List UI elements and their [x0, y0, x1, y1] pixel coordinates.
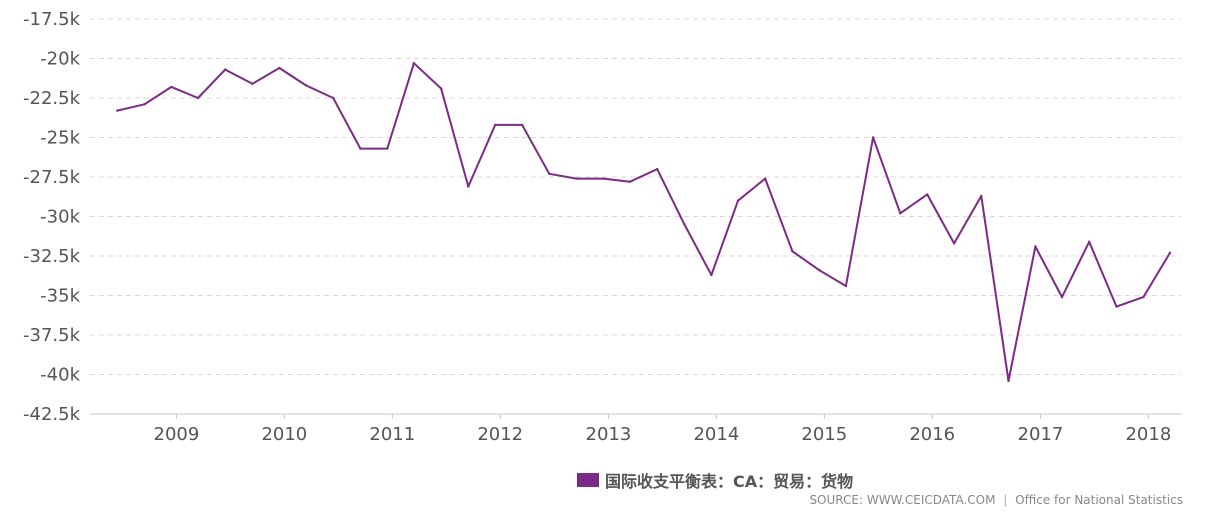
data-point — [818, 269, 821, 272]
source-organization: Office for National Statistics — [1015, 493, 1183, 507]
data-point — [683, 223, 686, 226]
data-point — [494, 123, 497, 127]
data-point — [656, 167, 659, 171]
data-point — [1142, 295, 1145, 299]
grid-lines — [90, 18, 1181, 415]
x-tick-label: 2011 — [369, 424, 415, 445]
data-point — [575, 177, 578, 180]
y-tick-label: -32.5k — [23, 246, 81, 267]
series-line — [117, 62, 1171, 382]
data-point — [1168, 251, 1172, 254]
data-point — [1034, 245, 1037, 248]
data-point — [116, 109, 119, 112]
data-point — [548, 172, 551, 175]
data-point — [952, 242, 956, 245]
x-tick-label: 2013 — [586, 424, 632, 445]
x-tick-label: 2018 — [1125, 424, 1171, 445]
data-point — [412, 62, 416, 65]
data-point — [628, 180, 632, 183]
data-point — [439, 87, 443, 90]
y-tick-label: -35k — [40, 286, 80, 307]
y-tick-label: -37.5k — [23, 325, 81, 346]
x-tick-label: 2016 — [909, 424, 955, 445]
source-website: SOURCE: WWW.CEICDATA.COM — [809, 493, 996, 507]
data-point — [359, 147, 362, 150]
legend-swatch — [577, 473, 599, 487]
data-point — [520, 123, 524, 127]
x-tick-label: 2017 — [1018, 424, 1064, 445]
data-point — [844, 284, 848, 288]
data-point — [170, 85, 173, 89]
x-axis: 2009 2010 2011 2012 2013 2014 2015 2016 2017 2018 — [90, 413, 1181, 445]
source-note: SOURCE: WWW.CEICDATA.COM | Office for Na… — [809, 493, 1183, 507]
x-tick-label: 2014 — [693, 424, 739, 445]
data-point — [602, 177, 605, 180]
source-separator: | — [1003, 493, 1008, 507]
data-point — [980, 194, 983, 198]
data-point — [332, 96, 335, 100]
data-point — [791, 250, 794, 253]
data-point — [196, 96, 200, 100]
data-point — [1088, 240, 1091, 243]
series-lines — [116, 62, 1172, 382]
legend: 国际收支平衡表：CA：贸易：货物 — [577, 468, 853, 492]
y-tick-label: -30k — [40, 207, 80, 228]
data-point — [736, 199, 740, 202]
y-axis-tick-labels: -17.5k -20k -22.5k -25k -27.5k -30k -32.5k -35k… — [23, 9, 81, 425]
data-point — [899, 212, 902, 215]
y-tick-label: -27.5k — [23, 167, 81, 188]
data-point — [224, 68, 227, 71]
y-tick-label: -25k — [40, 128, 80, 149]
data-point — [143, 103, 146, 106]
data-point — [1060, 295, 1064, 299]
y-tick-label: -22.5k — [23, 88, 81, 109]
x-tick-label: 2010 — [261, 424, 307, 445]
data-point — [1115, 305, 1118, 308]
data-point — [467, 185, 470, 188]
data-point — [1007, 379, 1010, 382]
x-tick-label: 2009 — [154, 424, 200, 445]
x-tick-label: 2012 — [477, 424, 523, 445]
y-tick-label: -42.5k — [23, 404, 81, 425]
legend-label: 国际收支平衡表：CA：贸易：货物 — [605, 472, 854, 491]
y-tick-label: -20k — [40, 49, 80, 70]
data-point — [304, 84, 308, 87]
data-point — [386, 147, 389, 150]
data-point — [764, 177, 767, 180]
x-tick-label: 2015 — [801, 424, 847, 445]
data-point — [251, 82, 254, 86]
data-point — [278, 66, 281, 70]
y-tick-label: -40k — [40, 365, 80, 386]
data-point — [710, 273, 713, 277]
y-tick-label: -17.5k — [23, 9, 81, 30]
data-point — [926, 193, 929, 196]
data-point — [871, 136, 875, 139]
